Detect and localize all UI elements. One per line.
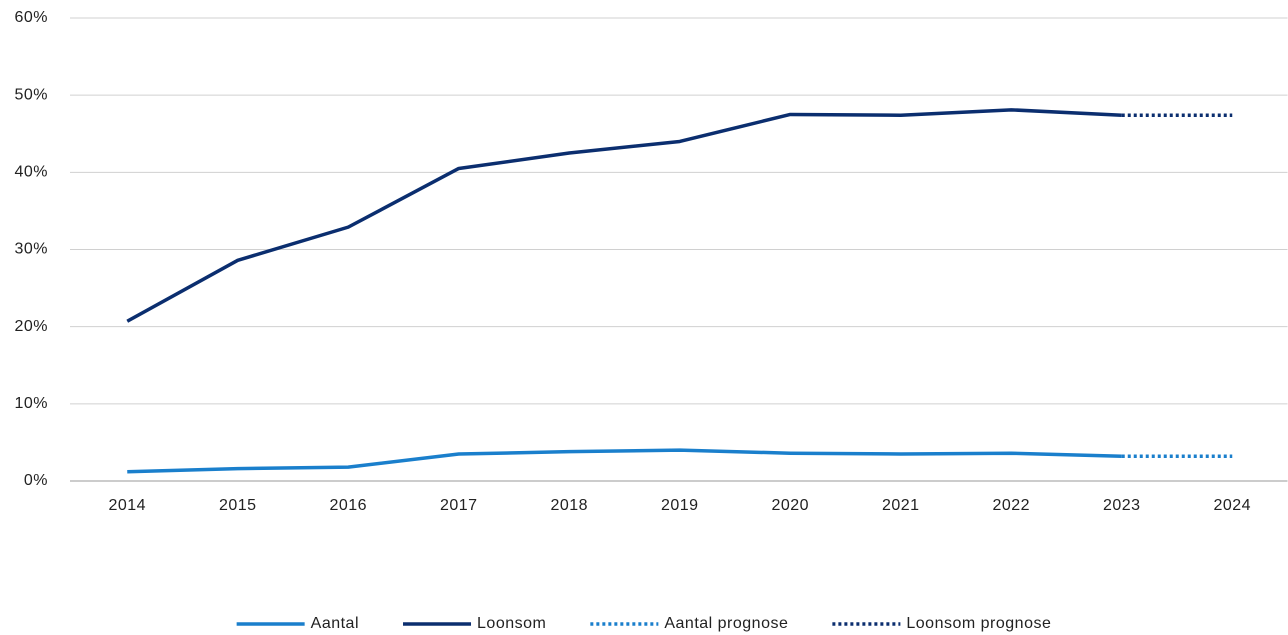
x-tick-label: 2014 [108, 497, 146, 514]
y-tick-label: 20% [14, 318, 48, 335]
x-tick-label: 2018 [550, 497, 588, 514]
y-tick-label: 30% [14, 241, 48, 258]
legend-label: Loonsom [477, 615, 546, 632]
legend-label: Aantal [311, 615, 359, 632]
y-tick-label: 0% [24, 472, 48, 489]
x-tick-label: 2015 [219, 497, 257, 514]
series-line [126, 108, 1122, 323]
series-line [127, 448, 1122, 474]
y-tick-label: 60% [14, 9, 48, 26]
x-tick-label: 2024 [1213, 497, 1251, 514]
x-tick-label: 2023 [1103, 497, 1141, 514]
x-tick-label: 2022 [992, 497, 1030, 514]
y-tick-label: 50% [14, 86, 48, 103]
x-tick-label: 2016 [329, 497, 367, 514]
y-tick-label: 10% [14, 395, 48, 412]
x-tick-label: 2020 [771, 497, 809, 514]
x-tick-label: 2021 [882, 497, 920, 514]
legend-label: Loonsom prognose [906, 615, 1051, 632]
legend-label: Aantal prognose [664, 615, 788, 632]
y-tick-label: 40% [14, 164, 48, 181]
x-tick-label: 2017 [440, 497, 478, 514]
x-tick-label: 2019 [661, 497, 699, 514]
